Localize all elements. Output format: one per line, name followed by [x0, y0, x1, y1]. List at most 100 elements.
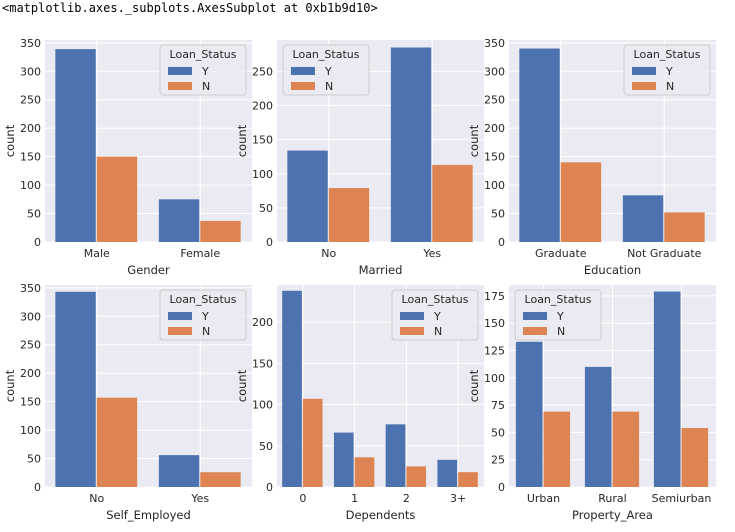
bar-n-1: [354, 457, 375, 487]
x-tick-label: No: [321, 247, 336, 260]
y-tick-label: 350: [20, 37, 41, 50]
legend: Loan_Status YN: [623, 44, 711, 96]
legend-label-y: Y: [201, 310, 209, 323]
x-axis-label: Gender: [127, 263, 170, 277]
y-tick-label: 150: [252, 134, 273, 147]
y-tick-label: 250: [20, 339, 41, 352]
bar-n-3-: [458, 472, 478, 487]
legend-label-y: Y: [665, 65, 673, 78]
legend-swatch-n: [168, 82, 192, 90]
y-tick-label: 250: [252, 65, 273, 78]
bar-y-yes: [158, 455, 200, 487]
bar-n-female: [200, 220, 241, 242]
y-tick-label: 100: [20, 424, 41, 437]
legend-swatch-y: [168, 67, 192, 75]
y-tick-label: 350: [20, 282, 41, 295]
legend-swatch-n: [632, 82, 656, 90]
x-tick-label: Yes: [422, 247, 441, 260]
y-tick-label: 0: [266, 481, 273, 494]
legend: Loan_Status YN: [391, 289, 479, 341]
x-tick-label: Not Graduate: [627, 247, 702, 260]
y-tick-label: 50: [259, 202, 273, 215]
legend-label-y: Y: [433, 310, 441, 323]
bar-y-no: [55, 291, 96, 487]
x-axis-label: Self_Employed: [106, 508, 191, 522]
bar-y-female: [158, 199, 200, 242]
x-axis-label: Dependents: [346, 508, 416, 522]
y-tick-label: 50: [491, 426, 505, 439]
bar-n-rural: [612, 411, 640, 487]
bar-y-no: [287, 150, 328, 242]
y-tick-label: 200: [20, 122, 41, 135]
subplot-education: 0 50 100 150 200 250 300 350 Graduate Not Graduat…: [467, 37, 716, 277]
legend-title: Loan_Status: [634, 48, 701, 61]
y-tick-label: 150: [484, 151, 505, 164]
legend-title: Loan_Status: [170, 48, 237, 61]
x-tick-label: Male: [84, 247, 110, 260]
x-tick-label: No: [89, 492, 104, 505]
y-tick-label: 100: [252, 168, 273, 181]
output-repr-text: <matplotlib.axes._subplots.AxesSubplot a…: [2, 1, 378, 15]
y-tick-label: 200: [252, 316, 273, 329]
y-axis-label: count: [3, 369, 17, 402]
legend-label-n: N: [202, 325, 210, 338]
y-tick-label: 150: [20, 396, 41, 409]
x-tick-label: Graduate: [535, 247, 587, 260]
bar-y-yes: [390, 47, 432, 242]
subplot-gender: 0 50 100 150 200 250 300 350 Male Female Gender cou…: [3, 37, 252, 277]
y-tick-label: 0: [34, 481, 41, 494]
legend-label-n: N: [666, 80, 674, 93]
bar-n-semiurban: [681, 428, 709, 487]
y-tick-label: 300: [484, 65, 505, 78]
legend-swatch-y: [168, 312, 192, 320]
bar-n-male: [96, 156, 138, 242]
y-axis-label: count: [235, 369, 249, 402]
y-axis-label: count: [235, 124, 249, 157]
bar-n-yes: [200, 472, 241, 487]
legend-swatch-y: [291, 67, 315, 75]
legend-swatch-y: [400, 312, 424, 320]
legend-swatch-n: [168, 327, 192, 335]
legend: Loan_Status YN: [282, 44, 370, 96]
y-tick-label: 200: [484, 122, 505, 135]
legend: Loan_Status YN: [514, 289, 602, 341]
y-tick-label: 150: [484, 317, 505, 330]
y-tick-label: 150: [20, 151, 41, 164]
y-tick-label: 250: [484, 94, 505, 107]
legend-swatch-y: [632, 67, 656, 75]
bar-y-rural: [584, 366, 612, 487]
bar-n-2: [406, 466, 427, 487]
bar-y-male: [55, 49, 96, 243]
bar-y-2: [385, 424, 406, 487]
x-tick-label: 1: [351, 492, 358, 505]
legend-label-n: N: [557, 325, 565, 338]
y-tick-label: 100: [20, 179, 41, 192]
subplot-self_employed: 0 50 100 150 200 250 300 350 No Yes Self_Employed c…: [3, 282, 252, 522]
x-axis-label: Education: [584, 263, 641, 277]
y-tick-label: 50: [259, 440, 273, 453]
bar-n-not-graduate: [664, 212, 705, 242]
legend: Loan_Status YN: [159, 289, 247, 341]
bar-n-no: [328, 188, 370, 242]
bar-n-0: [302, 398, 323, 487]
x-tick-label: Urban: [527, 492, 560, 505]
legend-title: Loan_Status: [525, 293, 592, 306]
x-tick-label: 0: [299, 492, 306, 505]
y-tick-label: 100: [484, 179, 505, 192]
legend-swatch-y: [523, 312, 547, 320]
legend-label-n: N: [202, 80, 210, 93]
y-tick-label: 300: [20, 65, 41, 78]
y-axis-label: count: [467, 369, 481, 402]
legend-title: Loan_Status: [402, 293, 469, 306]
bar-y-semiurban: [653, 291, 681, 487]
bar-y-0: [282, 290, 302, 487]
bar-y-not-graduate: [622, 195, 664, 242]
y-tick-label: 0: [498, 236, 505, 249]
y-axis-label: count: [467, 124, 481, 157]
y-tick-label: 50: [491, 208, 505, 221]
subplot-married: 0 50 100 150 200 250 No Yes Married count Loan_Sta…: [235, 40, 484, 277]
y-tick-label: 100: [252, 399, 273, 412]
legend-label-y: Y: [556, 310, 564, 323]
subplot-dependents: 0 50 100 150 200 0 1 2 3+ Dependents count Loan_Sta…: [235, 285, 484, 522]
